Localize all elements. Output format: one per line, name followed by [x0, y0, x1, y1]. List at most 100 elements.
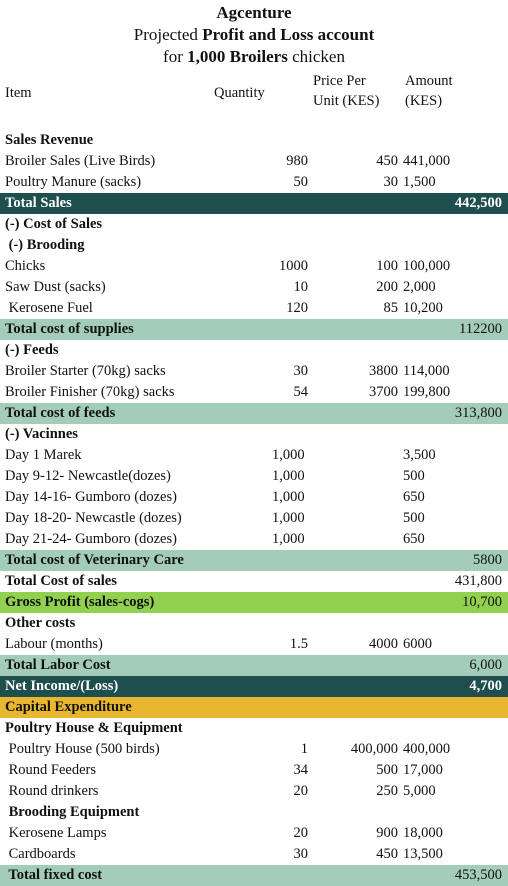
row-amount: 6000 [403, 636, 432, 652]
company-name: Agcenture [216, 3, 292, 22]
row-quantity: 50 [293, 174, 309, 190]
header-item: Item [5, 85, 32, 101]
row-item-label: Round Feeders [5, 762, 97, 778]
row-item-label: (-) Feeds [5, 342, 59, 358]
table-row: Poultry Manure (sacks) 50 30 1,500 [0, 172, 508, 193]
row-item-label: Labour (months) [5, 636, 103, 652]
row-quantity: 10 [293, 279, 309, 295]
row-item-label: Broiler Starter (70kg) sacks [5, 363, 166, 379]
table-row: Saw Dust (sacks) 10 200 2,000 [0, 277, 508, 298]
table-row: Total Labor Cost 6,000 [0, 655, 508, 676]
row-unit-price: 400,000 [350, 741, 398, 757]
row-total: 453,500 [454, 867, 502, 883]
title-line-2: Projected Profit and Loss account [0, 24, 508, 46]
table-row: Day 18-20- Newcastle (dozes) 1,000 500 [0, 508, 508, 529]
table-row: Total Cost of sales 431,800 [0, 571, 508, 592]
row-quantity: 1,000 [272, 447, 305, 463]
sheet-title: Agcenture Projected Profit and Loss acco… [0, 0, 508, 68]
row-total: 112200 [459, 321, 502, 337]
title-line-3: for 1,000 Broilers chicken [0, 46, 508, 68]
row-amount: 500 [403, 510, 425, 526]
row-amount: 199,800 [403, 384, 451, 400]
row-amount: 650 [403, 489, 425, 505]
row-unit-price: 250 [376, 783, 398, 799]
row-amount: 441,000 [403, 153, 451, 169]
row-item-label: Day 9-12- Newcastle(dozes) [5, 468, 171, 484]
table-row: Sales Revenue [0, 130, 508, 151]
row-amount: 13,500 [403, 846, 443, 862]
row-quantity: 120 [286, 300, 308, 316]
row-amount: 5,000 [403, 783, 436, 799]
title-line-2-pre: Projected [133, 25, 203, 44]
row-amount: 17,000 [403, 762, 443, 778]
table-row: (-) Vacinnes [0, 424, 508, 445]
table-row: Capital Expenditure [0, 697, 508, 718]
row-quantity: 1,000 [272, 510, 305, 526]
table-row: Gross Profit (sales-cogs) 10,700 [0, 592, 508, 613]
row-item-label: Poultry House (500 birds) [5, 741, 160, 757]
row-total: 4,700 [469, 678, 502, 694]
table-row: Round Feeders 34 500 17,000 [0, 760, 508, 781]
row-quantity: 20 [293, 825, 309, 841]
row-item-label: Day 1 Marek [5, 447, 82, 463]
table-row: Round drinkers 20 250 5,000 [0, 781, 508, 802]
row-item-label: Poultry House & Equipment [5, 720, 183, 736]
row-unit-price: 450 [376, 846, 398, 862]
row-item-label: Brooding Equipment [5, 804, 140, 820]
row-item-label: Day 14-16- Gumboro (dozes) [5, 489, 177, 505]
table-row: Other costs [0, 613, 508, 634]
row-item-label: Cardboards [5, 846, 76, 862]
row-item-label: Total Labor Cost [5, 657, 111, 673]
row-unit-price: 30 [383, 174, 399, 190]
row-quantity: 30 [293, 846, 309, 862]
header-amount-line2: (KES) [405, 93, 443, 109]
header-amount-line1: Amount [405, 73, 453, 89]
row-quantity: 1.5 [289, 636, 308, 652]
row-item-label: Gross Profit (sales-cogs) [5, 594, 155, 610]
table-row: Chicks 1000 100 100,000 [0, 256, 508, 277]
row-unit-price: 500 [376, 762, 398, 778]
row-item-label: Net Income/(Loss) [5, 678, 119, 694]
row-quantity: 34 [293, 762, 309, 778]
row-quantity: 1,000 [272, 489, 305, 505]
row-unit-price: 200 [376, 279, 398, 295]
row-amount: 10,200 [403, 300, 443, 316]
table-row: (-) Feeds [0, 340, 508, 361]
table-row: Poultry House (500 birds) 1 400,000 400,000 [0, 739, 508, 760]
header-price-line2: Unit (KES) [313, 93, 380, 109]
row-item-label: Kerosene Lamps [5, 825, 107, 841]
table-row: Day 1 Marek 1,000 3,500 [0, 445, 508, 466]
row-amount: 3,500 [403, 447, 436, 463]
row-item-label: (-) Cost of Sales [5, 216, 103, 232]
row-total: 6,000 [469, 657, 502, 673]
row-item-label: (-) Vacinnes [5, 426, 78, 442]
sheet-body: Sales Revenue Broiler Sales (Live Birds) 9… [0, 130, 508, 886]
row-amount: 100,000 [403, 258, 451, 274]
table-row: Labour (months) 1.5 4000 6000 [0, 634, 508, 655]
row-item-label: (-) Brooding [5, 237, 85, 253]
row-total: 313,800 [454, 405, 502, 421]
row-amount: 500 [403, 468, 425, 484]
table-row: Kerosene Lamps 20 900 18,000 [0, 823, 508, 844]
column-headers: Item Quantity Price Per Unit (KES) Amoun… [0, 68, 508, 120]
row-quantity: 30 [293, 363, 309, 379]
row-unit-price: 900 [376, 825, 398, 841]
row-total: 5800 [473, 552, 502, 568]
table-row: Broiler Finisher (70kg) sacks 54 3700 199,8… [0, 382, 508, 403]
row-unit-price: 4000 [369, 636, 398, 652]
table-row: Cardboards 30 450 13,500 [0, 844, 508, 865]
row-total: 442,500 [454, 195, 502, 211]
table-row: Total cost of Veterinary Care 5800 [0, 550, 508, 571]
title-line-3-pre: for [163, 47, 188, 66]
row-quantity: 1000 [279, 258, 308, 274]
row-total: 431,800 [454, 573, 502, 589]
table-row: Day 21-24- Gumboro (dozes) 1,000 650 [0, 529, 508, 550]
row-item-label: Chicks [5, 258, 46, 274]
title-line-3-post: chicken [287, 47, 345, 66]
row-unit-price: 85 [383, 300, 399, 316]
row-item-label: Capital Expenditure [5, 699, 132, 715]
row-item-label: Poultry Manure (sacks) [5, 174, 142, 190]
row-unit-price: 450 [376, 153, 398, 169]
row-item-label: Total cost of Veterinary Care [5, 552, 184, 568]
table-row: Broiler Starter (70kg) sacks 30 3800 114,00… [0, 361, 508, 382]
